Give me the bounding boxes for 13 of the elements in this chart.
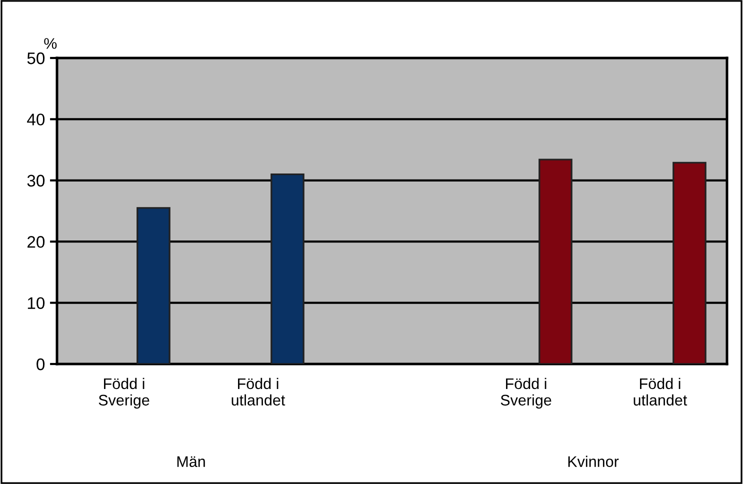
x-tick-label: Född i utlandet: [634, 378, 688, 406]
y-tick-label: 20: [27, 236, 45, 248]
x-tick-label: Född i utlandet: [232, 378, 286, 406]
y-axis-title: %: [44, 38, 57, 49]
text: Kvinnor: [568, 456, 619, 468]
x-tick-label: Född i Sverige: [98, 378, 150, 409]
y-tick-label: 30: [27, 174, 45, 187]
y-tick-label: 50: [27, 52, 45, 64]
y-tick-label: 40: [27, 114, 45, 126]
y-tick-label: 0: [36, 358, 45, 370]
text: Män: [177, 456, 205, 468]
y-tick-label: 10: [28, 297, 45, 310]
x-tick-label: Född i Sverige: [500, 378, 552, 409]
